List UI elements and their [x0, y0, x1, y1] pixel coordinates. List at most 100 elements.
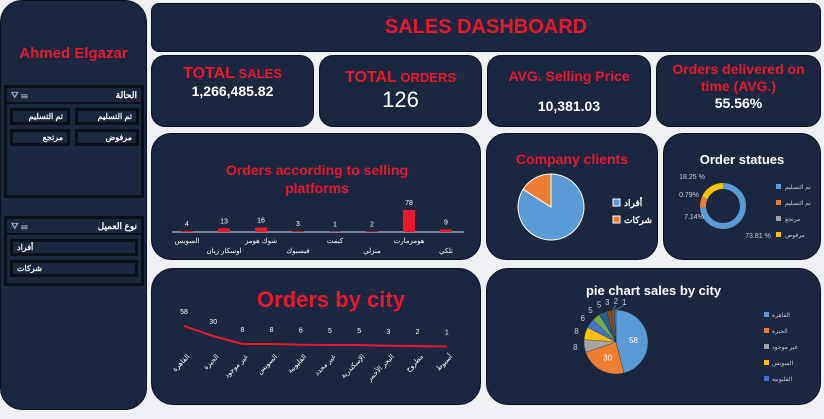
legend-swatch — [764, 312, 769, 317]
category-label: البحر الأحمر — [363, 351, 395, 383]
data-label: 73.81 % — [745, 233, 771, 240]
data-label: 30 — [603, 353, 612, 362]
leader-line — [615, 305, 624, 311]
data-label: 5 — [588, 306, 593, 315]
data-label: 5 — [597, 301, 602, 310]
data-label: 1 — [333, 222, 337, 229]
legend-label: السويس — [772, 360, 794, 367]
page-title: SALES DASHBOARD — [384, 16, 588, 38]
data-label: 4 — [185, 221, 189, 228]
chart-title: Order statues — [699, 152, 785, 167]
category-label: غير محدد — [314, 353, 338, 377]
data-label: 13 — [220, 218, 228, 225]
clear-filter-icon[interactable]: ☰ ⛛ — [11, 220, 28, 231]
data-label: 6 — [580, 314, 585, 323]
category-label: تلكي — [439, 247, 453, 255]
client-slicer-title: نوع العميل — [97, 220, 137, 231]
kpi-label: AVG. Selling Price — [508, 68, 630, 84]
legend-swatch — [776, 216, 781, 221]
kpi-total-sales: TOTAL SALES 1,266,485.82 — [151, 55, 314, 127]
legend-label: شركات — [624, 215, 652, 226]
chart-title: Orders according to selling platforms — [225, 162, 409, 196]
data-label: 1 — [445, 330, 449, 337]
client-slicer: نوع العميل ☰ ⛛ أفراد شركات — [4, 216, 144, 286]
pie-slice — [585, 341, 625, 375]
kpi-value: 10,381.03 — [537, 98, 601, 114]
line-chart: 58 القاهرة 30 الجيزة 8 غير موجود 8 السويس 6 القلي… — [171, 309, 454, 384]
data-label: 9 — [444, 219, 448, 226]
kpi-value: 55.56% — [714, 95, 763, 111]
data-label: 3 — [386, 329, 390, 336]
legend-label: أفراد — [624, 196, 643, 209]
legend-swatch — [764, 360, 769, 365]
data-label: 58 — [629, 336, 638, 345]
pie-slice — [522, 173, 552, 208]
kpi-avg-price: AVG. Selling Price 10,381.03 — [487, 55, 651, 127]
category-label: كيمت — [327, 237, 344, 245]
legend-swatch — [776, 200, 781, 205]
kpi-label: ORDERS — [396, 70, 457, 85]
bar — [403, 210, 415, 232]
platforms-panel: Orders according to selling platforms 4 ا… — [151, 133, 481, 260]
category-label: اوسكار ريان — [206, 247, 241, 255]
data-label: 7.14% — [684, 214, 704, 221]
chart-title: Company clients — [515, 151, 629, 167]
data-label: 2 — [416, 329, 420, 336]
legend-swatch — [612, 215, 621, 224]
legend-swatch — [776, 232, 781, 237]
legend-label: مرفوض — [785, 233, 805, 239]
data-label: 5 — [328, 328, 332, 335]
city-line-panel: Orders by city 58 القاهرة 30 الجيزة 8 غير موج… — [151, 268, 481, 405]
data-label: 2 — [614, 297, 619, 306]
slicer-item[interactable]: شركات — [10, 260, 138, 277]
kpi-value: 1,266,485.82 — [191, 83, 274, 99]
legend-swatch — [764, 328, 769, 333]
category-label: القليوبية — [286, 353, 308, 375]
chart-title: pie chart sales by city — [585, 283, 722, 298]
data-label: 2 — [370, 221, 374, 228]
legend-swatch — [764, 376, 769, 381]
bar-chart: 4 السويس 13 اوسكار ريان 16 شوك هومز 3 فيسبوك 1 كي… — [172, 200, 464, 255]
legend-label: تم التسليم — [785, 184, 811, 191]
status-slicer-title: الحالة — [115, 89, 137, 100]
slicer-item[interactable]: مرفوض — [75, 129, 139, 146]
legend-label: القاهرة — [772, 312, 790, 319]
legend-swatch — [776, 184, 781, 189]
data-label: 16 — [257, 217, 265, 224]
data-label: 5 — [357, 328, 361, 335]
category-label: هومزمارت — [394, 237, 425, 245]
city-pie-panel: pie chart sales by city 58 30 8 8 6 5 5 3 2 1 القا… — [486, 268, 821, 405]
category-label: أسيوط — [433, 351, 454, 372]
data-label: 58 — [180, 309, 188, 316]
legend-swatch — [764, 344, 769, 349]
clients-pie-chart: أفراد شركات — [517, 173, 652, 241]
category-label: مطروح — [404, 353, 425, 374]
bar — [255, 227, 267, 232]
bar — [440, 229, 452, 232]
status-panel: Order statues 73.81 % 7.14% 0.79% 18.25 % تم… — [663, 133, 821, 260]
category-label: السويس — [256, 353, 279, 376]
data-label: 78 — [405, 200, 413, 207]
kpi-label: Orders delivered on time (AVG.) — [672, 61, 805, 94]
clients-panel: Company clients أفراد شركات — [486, 133, 658, 260]
legend-label: تم التسليم — [785, 200, 811, 207]
slicer-item[interactable]: مرتجع — [10, 129, 70, 146]
bar — [181, 230, 193, 232]
slicer-item[interactable]: تم التسليم — [10, 108, 70, 125]
data-label: 0.79% — [679, 192, 699, 199]
leader-line — [612, 304, 617, 311]
category-label: الجيزة — [202, 353, 221, 372]
legend-label: غير موجود — [772, 344, 798, 351]
kpi-label: SALES — [234, 66, 282, 81]
donut-segment — [700, 183, 746, 229]
pie-slice — [615, 309, 649, 374]
bar — [218, 228, 230, 232]
legend-label: القليوبية — [772, 376, 792, 383]
clear-filter-icon[interactable]: ☰ ⛛ — [11, 89, 28, 100]
data-label: 18.25 % — [679, 174, 705, 181]
slicer-item[interactable]: أفراد — [10, 239, 138, 256]
slicer-item[interactable]: تم التسليم — [75, 108, 139, 125]
sidebar: Ahmed Elgazar الحالة ☰ ⛛ تم التسليم تم ال… — [0, 0, 147, 410]
data-label: 8 — [270, 327, 274, 334]
